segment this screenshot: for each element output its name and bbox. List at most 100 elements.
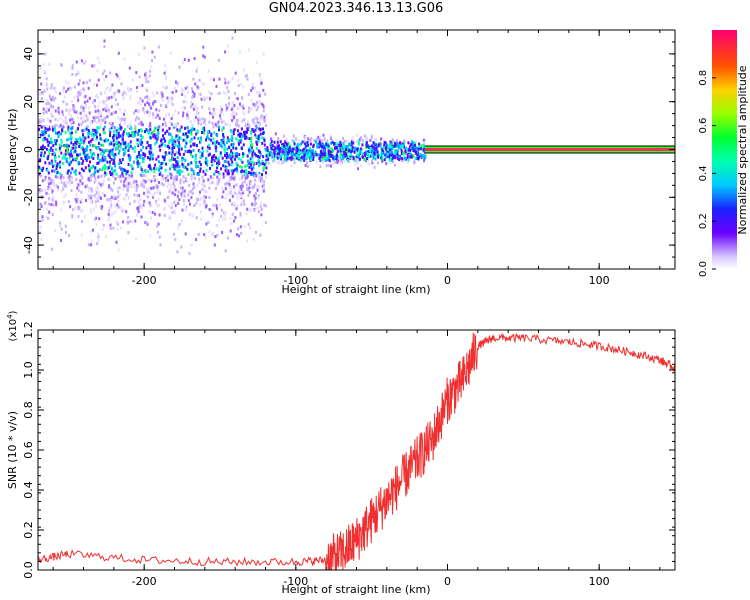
spectrogram-cell <box>130 165 133 169</box>
spectrogram-cell <box>150 168 153 172</box>
spectrogram-cell <box>353 150 356 154</box>
spectrogram-cell <box>229 188 232 192</box>
spectrogram-cell <box>112 95 115 99</box>
spectrogram-cell <box>49 119 52 123</box>
spectrogram-cell <box>123 197 126 201</box>
spectrogram-cell <box>46 138 49 142</box>
spectrogram-cell <box>191 187 194 191</box>
spectrogram-cell <box>215 224 218 228</box>
spectrogram-cell <box>276 149 278 153</box>
spectrogram-cell <box>136 162 139 166</box>
spectrogram-cell <box>248 106 250 110</box>
spectrogram-cell <box>339 149 342 153</box>
spectrogram-cell <box>238 139 241 143</box>
spectrogram-cell <box>117 195 120 199</box>
spectrogram-cell <box>205 158 208 162</box>
spectrogram-cell <box>263 203 266 207</box>
spectrogram-cell <box>222 190 225 194</box>
spectrogram-cell <box>173 193 176 197</box>
spectrogram-cell <box>413 161 416 165</box>
spectrogram-cell <box>243 112 246 116</box>
spectrogram-cell <box>77 123 80 127</box>
spectrogram-cell <box>67 176 70 180</box>
spectrogram-cell <box>106 198 109 202</box>
spectrogram-cell <box>228 199 231 202</box>
spectrogram-cell <box>90 230 93 234</box>
spectrogram-cell <box>122 182 125 185</box>
spectrogram-cell <box>39 154 42 157</box>
spectrogram-cell <box>303 158 306 162</box>
spectrogram-cell <box>153 166 156 170</box>
spectrogram-cell <box>411 141 414 145</box>
spectrogram-cell <box>60 239 62 242</box>
spectrogram-cell <box>136 101 139 105</box>
spectrogram-cell <box>79 136 81 140</box>
spectrogram-cell <box>381 155 384 159</box>
spectrogram-cell <box>176 162 179 166</box>
spectrogram-cell <box>71 64 74 68</box>
spectrogram-cell <box>41 179 44 183</box>
spectrogram-cell <box>251 148 254 152</box>
spectrogram-cell <box>43 202 46 205</box>
spectrogram-cell <box>119 145 122 149</box>
spectrogram-cell <box>87 177 90 181</box>
spectrogram-cell <box>226 147 229 151</box>
spectrogram-cell <box>334 160 337 164</box>
spectrogram-cell <box>136 138 139 142</box>
spectrogram-cell <box>47 101 50 105</box>
spectrogram-cell <box>356 148 359 152</box>
spectrogram-cell <box>47 134 50 138</box>
spectrogram-cell <box>88 79 91 83</box>
spectrogram-cell <box>186 135 189 139</box>
spectrogram-cell <box>265 174 268 178</box>
spectrogram-cell <box>171 150 174 154</box>
spectrogram-cell <box>422 143 425 147</box>
spectrogram-cell <box>208 137 210 141</box>
spectrogram-cell <box>230 130 233 134</box>
spectrogram-cell <box>235 137 238 141</box>
spectrogram-cell <box>193 186 196 190</box>
spectrogram-cell <box>73 207 76 211</box>
spectrogram-cell <box>241 169 244 173</box>
spectrogram-cell <box>51 169 54 173</box>
spectrogram-cell <box>158 145 161 149</box>
spectrogram-cell <box>85 114 88 118</box>
spectrogram-cell <box>217 142 220 145</box>
spectrogram-cell <box>215 84 218 88</box>
spectrogram-cell <box>47 216 50 220</box>
spectrogram-cell <box>231 76 234 80</box>
spectrogram-cell <box>219 153 222 157</box>
spectrogram-cell <box>244 136 247 140</box>
spectrogram-cell <box>141 202 144 206</box>
spectrogram-cell <box>343 144 346 148</box>
spectrogram-cell <box>96 131 99 135</box>
spectrogram-cell <box>270 152 273 156</box>
spectrogram-cell <box>160 103 163 107</box>
spectrogram-cell <box>221 186 224 190</box>
spectrogram-cell <box>149 136 152 140</box>
spectrogram-cell <box>48 127 51 131</box>
spectrogram-cell <box>108 206 111 210</box>
spectrogram-cell <box>156 224 159 228</box>
spectrogram-cell <box>110 126 113 130</box>
spectrogram-cell <box>148 152 151 156</box>
spectrogram-cell <box>143 184 146 188</box>
spectrogram-cell <box>147 80 150 84</box>
spectrogram-cell <box>212 203 215 207</box>
spectrogram-x-tick-label: 100 <box>589 274 610 287</box>
spectrogram-cell <box>261 136 264 140</box>
spectrogram-cell <box>115 90 118 94</box>
spectrogram-cell <box>84 185 87 189</box>
spectrogram-cell <box>128 158 131 162</box>
spectrogram-cell <box>52 199 55 203</box>
spectrogram-cell <box>173 86 176 90</box>
spectrogram-cell <box>142 185 145 189</box>
spectrogram-cell <box>147 156 149 160</box>
spectrogram-cell <box>50 159 53 163</box>
spectrogram-cell <box>127 182 130 185</box>
spectrogram-cell <box>193 94 196 98</box>
spectrogram-cell <box>343 151 346 155</box>
spectrogram-cell <box>80 146 83 150</box>
spectrogram-cell <box>228 138 231 142</box>
spectrogram-cell <box>194 176 196 180</box>
